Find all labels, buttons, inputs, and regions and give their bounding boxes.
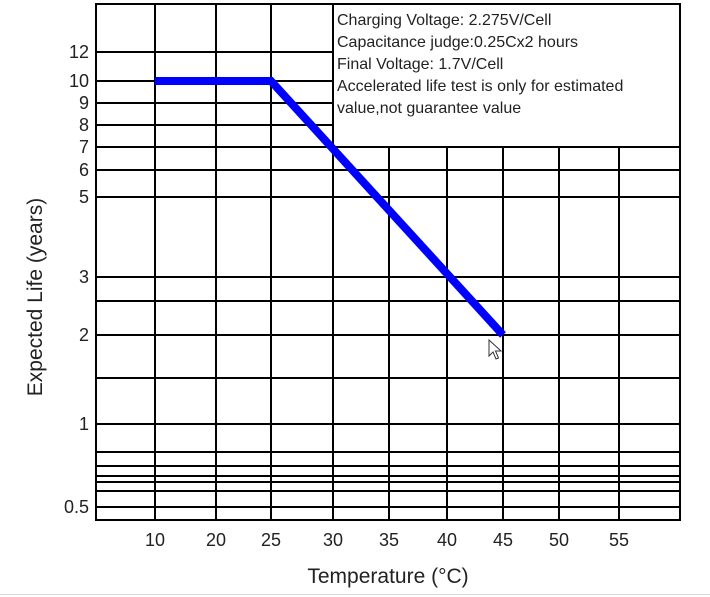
annotation-line: Charging Voltage: 2.275V/Cell (337, 12, 551, 29)
y-tick-label: 8 (79, 115, 89, 135)
x-tick-label: 25 (261, 530, 281, 550)
plot-frame (95, 3, 681, 521)
y-tick-label: 6 (79, 160, 89, 180)
y-tick-label: 12 (69, 42, 89, 62)
x-tick-label: 20 (206, 530, 226, 550)
annotation-line: Capacitance judge:0.25Cx2 hours (337, 34, 578, 51)
annotation-line: value,not guarantee value (337, 100, 521, 117)
y-tick-label: 7 (79, 137, 89, 157)
x-axis-title: Temperature (°C) (307, 565, 468, 588)
x-tick-label: 10 (145, 530, 165, 550)
y-axis-title: Expected Life (years) (24, 198, 47, 396)
x-tick-label: 55 (609, 530, 629, 550)
bottom-divider (0, 594, 710, 595)
y-tick-label: 9 (79, 93, 89, 113)
x-tick-label: 45 (493, 530, 513, 550)
y-tick-label: 5 (79, 187, 89, 207)
x-tick-label: 50 (549, 530, 569, 550)
x-tick-label: 35 (379, 530, 399, 550)
y-tick-label: 0.5 (64, 497, 89, 517)
y-tick-label: 10 (69, 71, 89, 91)
cursor-icon (488, 338, 503, 360)
x-tick-label: 40 (437, 530, 457, 550)
y-tick-label: 3 (79, 267, 89, 287)
annotation-line: Final Voltage: 1.7V/Cell (337, 56, 503, 73)
x-tick-label: 30 (323, 530, 343, 550)
y-tick-label: 2 (79, 325, 89, 345)
y-tick-label: 1 (79, 414, 89, 434)
annotation-line: Accelerated life test is only for estima… (337, 78, 623, 95)
